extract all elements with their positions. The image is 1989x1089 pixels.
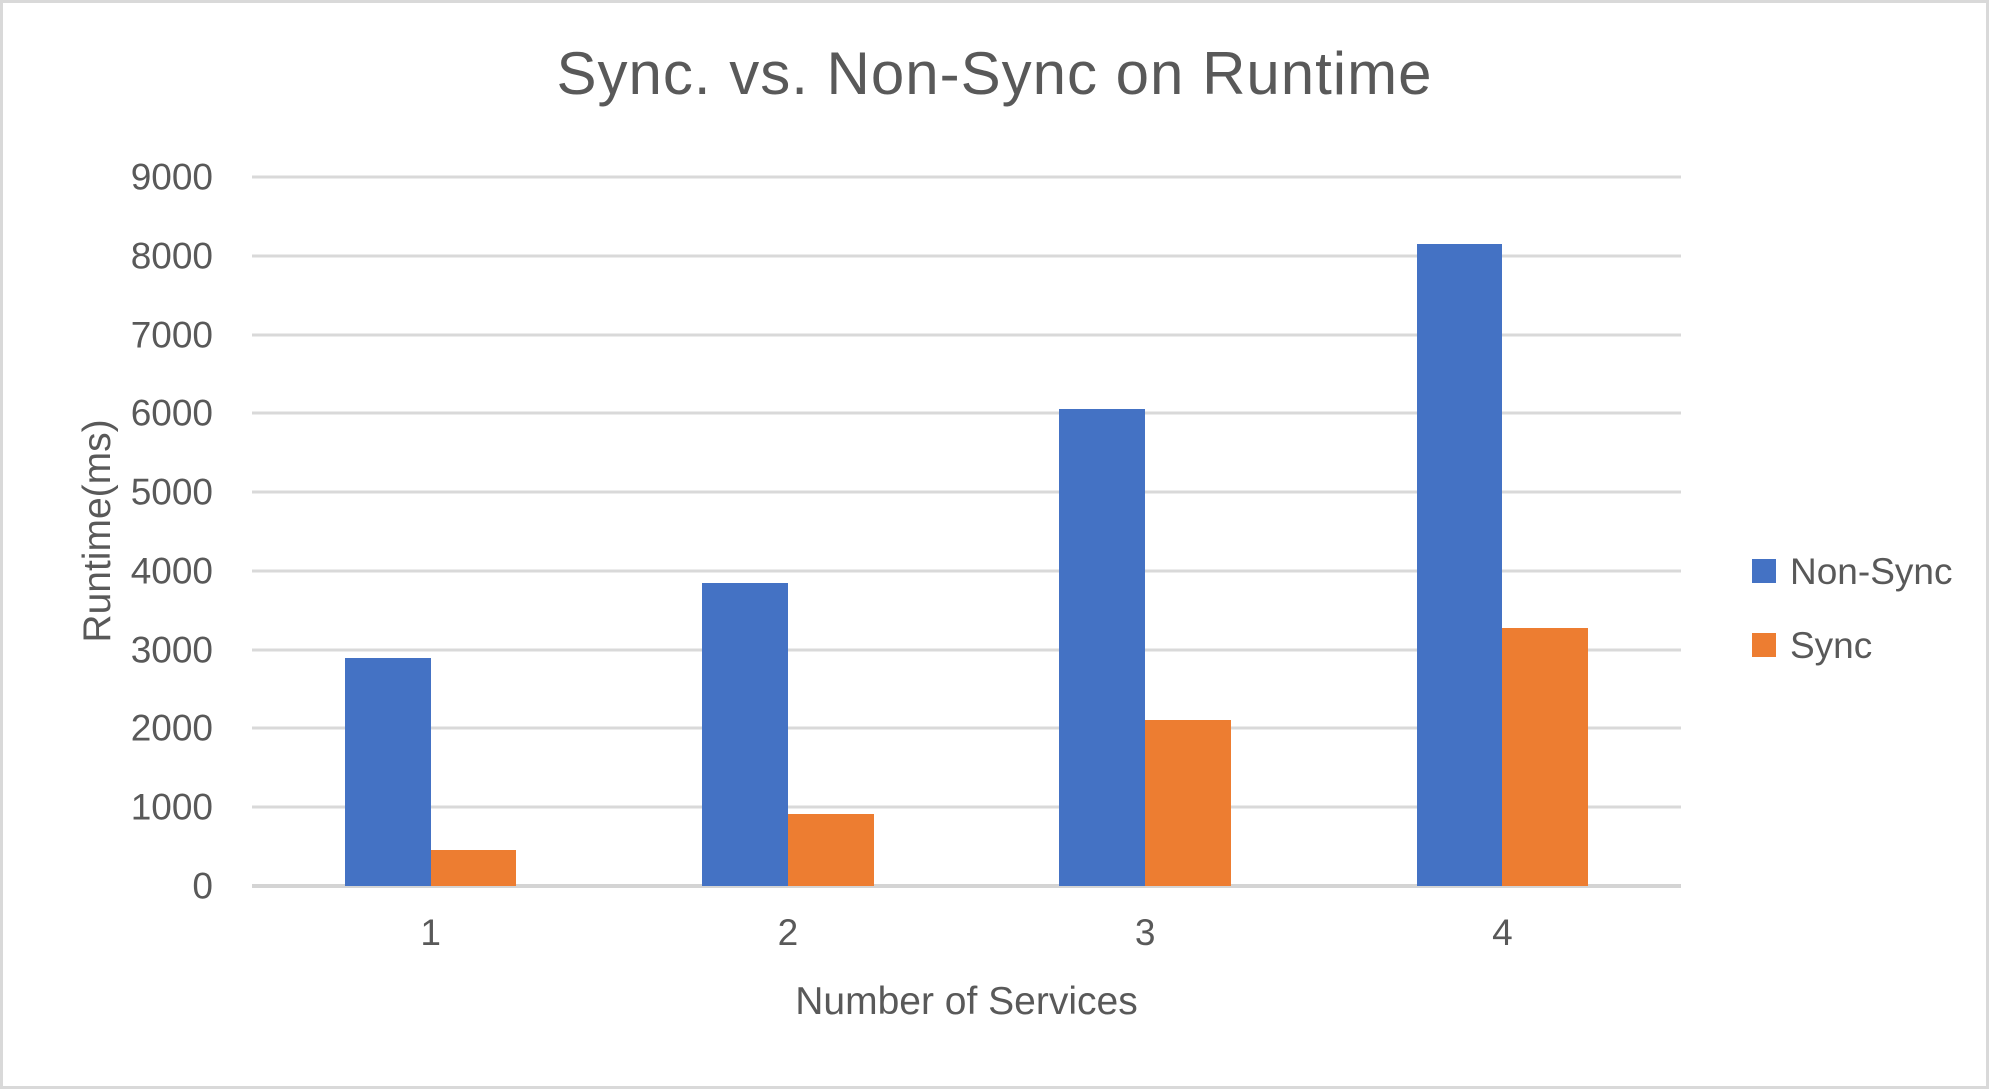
bar-groups [252, 177, 1681, 886]
chart-title: Sync. vs. Non-Sync on Runtime [556, 40, 1433, 107]
bar-group-2 [609, 177, 966, 886]
bar-group-4 [1324, 177, 1681, 886]
x-tick-label: 1 [420, 912, 441, 953]
y-axis-title: Runtime(ms) [76, 419, 119, 643]
x-tick-label: 2 [777, 912, 799, 953]
gridline [252, 254, 1681, 258]
y-tick-label: 6000 [130, 392, 213, 434]
y-tick-label: 1000 [130, 786, 213, 828]
legend-swatch-sync-icon [1752, 633, 1776, 657]
gridline [252, 726, 1681, 730]
bar-sync [1145, 719, 1231, 886]
gridline [252, 569, 1681, 573]
bar-sync [1502, 628, 1589, 886]
gridline [252, 411, 1681, 415]
gridline [252, 805, 1681, 809]
bar-group-3 [967, 177, 1324, 886]
y-tick-label: 0 [192, 865, 213, 907]
legend-item-non-sync: Non-Sync [1752, 549, 1952, 593]
y-tick-label: 7000 [130, 314, 213, 356]
y-tick-label: 8000 [130, 235, 213, 277]
gridline [252, 175, 1681, 179]
y-tick-label: 3000 [130, 629, 213, 671]
plot-area: 9000 8000 7000 6000 5000 4000 3000 2000 1000 0 [131, 159, 1681, 905]
x-tick-label: 3 [1134, 912, 1156, 953]
x-tick-label: 4 [1492, 912, 1513, 953]
x-ticks-container: 1 2 3 4 [252, 911, 1681, 955]
legend-item-sync: Sync [1752, 623, 1952, 667]
y-tick-label: 2000 [130, 707, 213, 749]
legend: Non-Sync Sync [1752, 549, 1952, 697]
legend-swatch-non-sync-icon [1752, 559, 1776, 583]
gridline [252, 333, 1681, 337]
y-tick-label: 4000 [130, 550, 213, 592]
y-tick-label: 5000 [130, 471, 213, 513]
bar-non-sync [1059, 409, 1146, 886]
legend-label: Non-Sync [1790, 550, 1953, 592]
y-tick-label: 9000 [130, 156, 213, 198]
bar-non-sync [702, 582, 788, 886]
bar-sync [430, 849, 517, 886]
gridline [252, 490, 1681, 494]
x-axis-title: Number of Services [795, 980, 1138, 1023]
bar-non-sync [344, 657, 431, 886]
gridline [252, 648, 1681, 652]
bar-group-1 [252, 177, 609, 886]
bar-non-sync [1416, 243, 1503, 886]
bar-sync [787, 813, 874, 886]
legend-label: Sync [1790, 624, 1873, 666]
gridline-baseline [252, 884, 1681, 888]
